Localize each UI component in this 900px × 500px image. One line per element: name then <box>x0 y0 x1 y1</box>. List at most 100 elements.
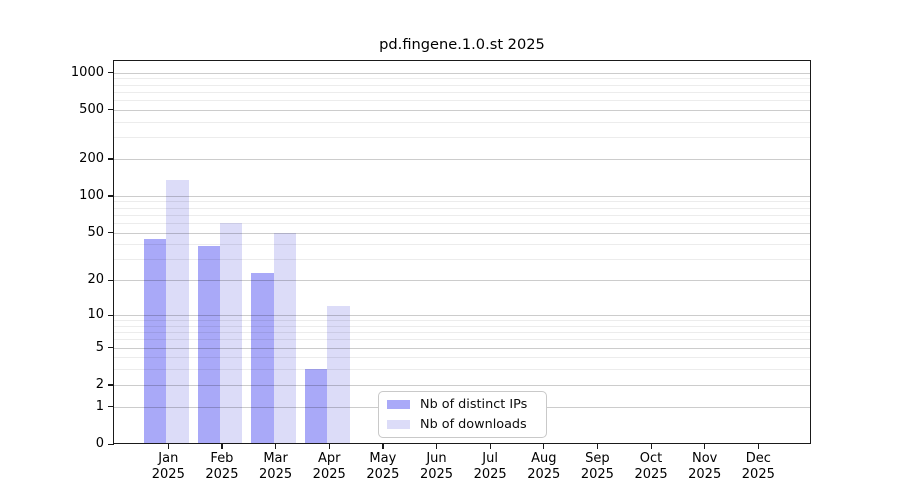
legend-label-downloads: Nb of downloads <box>420 417 527 432</box>
bar-nb-of-downloads-jan <box>166 180 189 444</box>
gridline-minor <box>114 222 811 224</box>
x-tick-may <box>382 444 384 449</box>
y-tick-label-1: 1 <box>95 398 104 414</box>
y-tick-label-10: 10 <box>87 307 104 323</box>
x-tick-label-feb: Feb 2025 <box>190 451 254 482</box>
month-label: Oct <box>639 451 663 466</box>
x-tick-label-dec: Dec 2025 <box>726 451 790 482</box>
y-tick-label-50: 50 <box>87 224 104 240</box>
year-label: 2025 <box>205 466 239 482</box>
bar-nb-of-distinct-ips-jan <box>144 239 167 444</box>
gridline-minor <box>114 339 811 341</box>
month-label: Feb <box>210 451 234 466</box>
y-tick-label-500: 500 <box>79 101 104 117</box>
x-tick-jul <box>489 444 491 449</box>
gridline-minor <box>114 201 811 203</box>
month-label: Aug <box>531 451 557 466</box>
gridline-minor <box>114 91 811 93</box>
chart-title: pd.fingene.1.0.st 2025 <box>379 36 545 53</box>
x-tick-aug <box>543 444 545 449</box>
x-tick-label-oct: Oct 2025 <box>619 451 683 482</box>
x-tick-oct <box>650 444 652 449</box>
year-label: 2025 <box>473 466 507 482</box>
y-tick-label-2: 2 <box>95 376 104 392</box>
month-label: Jul <box>482 451 498 466</box>
bar-nb-of-downloads-apr <box>327 306 350 444</box>
y-tick-200 <box>108 158 114 160</box>
x-tick-feb <box>221 444 223 449</box>
y-tick-5 <box>108 347 114 349</box>
gridline-minor <box>114 259 811 261</box>
gridline-major <box>114 384 811 386</box>
gridline-minor <box>114 369 811 371</box>
gridline-minor <box>114 207 811 209</box>
bar-nb-of-downloads-feb <box>220 222 243 444</box>
y-tick-label-0: 0 <box>95 436 104 451</box>
month-label: May <box>369 451 397 466</box>
y-tick-label-5: 5 <box>95 339 104 355</box>
month-label: Nov <box>692 451 718 466</box>
gridline-major <box>114 109 811 111</box>
x-tick-label-jul: Jul 2025 <box>458 451 522 482</box>
y-tick-20 <box>108 279 114 281</box>
month-label: Sep <box>585 451 610 466</box>
gridline-minor <box>114 121 811 123</box>
x-tick-label-jun: Jun 2025 <box>405 451 469 482</box>
gridline-minor <box>114 325 811 327</box>
gridline-major <box>114 72 811 74</box>
gridline-minor <box>114 244 811 246</box>
x-tick-apr <box>328 444 330 449</box>
gridline-minor <box>114 99 811 101</box>
year-label: 2025 <box>419 466 454 482</box>
x-tick-label-aug: Aug 2025 <box>512 451 576 482</box>
month-label: Dec <box>745 451 771 466</box>
y-tick-label-1000: 1000 <box>70 64 104 80</box>
x-tick-jun <box>436 444 438 449</box>
year-label: 2025 <box>634 466 668 482</box>
x-tick-mar <box>275 444 277 449</box>
legend-item-distinct-ips: Nb of distinct IPs <box>387 397 546 412</box>
y-tick-label-200: 200 <box>79 150 104 166</box>
y-tick-500 <box>108 109 114 111</box>
year-label: 2025 <box>688 466 722 482</box>
y-tick-label-20: 20 <box>87 272 104 288</box>
x-tick-label-nov: Nov 2025 <box>673 451 737 482</box>
gridline-major <box>114 158 811 160</box>
y-tick-50 <box>108 232 114 234</box>
gridline-minor <box>114 332 811 334</box>
y-tick-10 <box>108 314 114 316</box>
bar-nb-of-downloads-mar <box>273 232 296 444</box>
x-tick-label-sep: Sep 2025 <box>565 451 629 482</box>
bar-nb-of-distinct-ips-apr <box>305 369 328 444</box>
gridline-major <box>114 347 811 349</box>
gridline-minor <box>114 84 811 86</box>
year-label: 2025 <box>527 466 561 482</box>
year-label: 2025 <box>580 466 614 482</box>
gridline-minor <box>114 137 811 139</box>
y-tick-100 <box>108 195 114 197</box>
x-tick-label-apr: Apr 2025 <box>297 451 361 482</box>
year-label: 2025 <box>259 466 293 482</box>
y-tick-1000 <box>108 72 114 74</box>
month-label: Jan <box>158 451 179 466</box>
x-tick-label-jan: Jan 2025 <box>136 451 200 482</box>
year-label: 2025 <box>312 466 346 482</box>
gridline-minor <box>114 320 811 322</box>
year-label: 2025 <box>741 466 775 482</box>
month-label: Mar <box>263 451 288 466</box>
gridline-major <box>114 315 811 317</box>
x-tick-label-mar: Mar 2025 <box>244 451 308 482</box>
month-label: Jun <box>426 451 447 466</box>
x-tick-dec <box>757 444 760 449</box>
legend-swatch-distinct-ips-icon <box>387 400 410 409</box>
year-label: 2025 <box>366 466 400 482</box>
gridline-minor <box>114 214 811 216</box>
y-tick-2 <box>108 384 114 386</box>
legend: Nb of distinct IPs Nb of downloads <box>378 391 547 438</box>
bar-nb-of-distinct-ips-mar <box>251 273 274 444</box>
y-tick-0 <box>108 443 114 445</box>
gridline-major <box>114 195 811 197</box>
gridline-minor <box>114 78 811 80</box>
year-label: 2025 <box>151 466 185 482</box>
